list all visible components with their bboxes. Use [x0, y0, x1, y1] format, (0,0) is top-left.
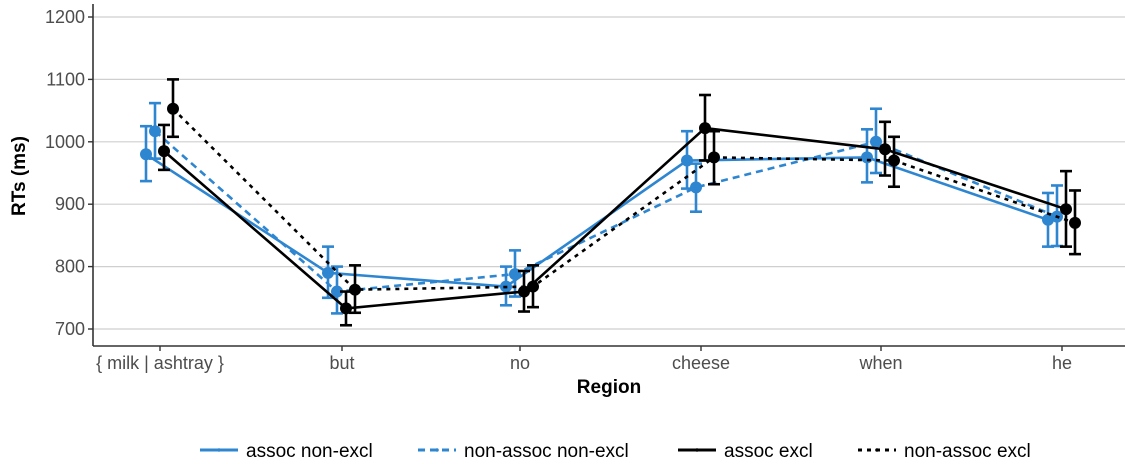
data-point	[527, 280, 539, 293]
legend-swatch-dot	[435, 448, 439, 452]
y-tick-label: 1000	[45, 132, 85, 152]
data-point	[149, 125, 161, 138]
series-line	[163, 126, 1067, 310]
x-tick-label: { milk | ashtray }	[96, 353, 224, 373]
x-axis-title: Region	[577, 377, 641, 398]
legend-item: assoc non-excl	[200, 441, 373, 462]
y-tick-label: 1100	[46, 69, 85, 89]
x-tick-label: but	[329, 353, 354, 373]
data-point	[518, 285, 530, 298]
data-point	[340, 302, 352, 315]
series-layer	[140, 78, 1081, 327]
legend-label: assoc non-excl	[246, 441, 373, 462]
legend-item: non-assoc non-excl	[418, 441, 629, 462]
data-point	[879, 143, 891, 156]
series-non-assoc-non-excl	[149, 101, 1063, 315]
legend-item: non-assoc excl	[858, 441, 1031, 462]
y-axis-title: RTs (ms)	[9, 136, 30, 216]
series-line	[172, 107, 1076, 291]
x-axis-ticks: { milk | ashtray } but no cheese when he	[96, 346, 1072, 373]
legend-label: non-assoc excl	[904, 441, 1031, 462]
legend-swatch-dot	[875, 448, 879, 452]
series-non-assoc-excl	[167, 78, 1081, 315]
series-assoc-non-excl	[140, 124, 1054, 307]
y-tick-label: 900	[55, 194, 85, 214]
series-line	[145, 153, 1049, 288]
data-point	[140, 148, 152, 161]
gridlines	[93, 16, 1125, 330]
x-tick-label: no	[510, 353, 530, 373]
legend-swatch-dot	[695, 448, 699, 452]
data-point	[870, 135, 882, 148]
data-point	[1069, 216, 1081, 229]
data-point	[888, 154, 900, 167]
y-tick-label: 1200	[45, 7, 85, 27]
x-tick-label: he	[1052, 353, 1072, 373]
y-tick-label: 700	[55, 319, 85, 339]
data-point	[331, 285, 343, 298]
legend-label: non-assoc non-excl	[464, 441, 629, 462]
x-tick-label: cheese	[672, 353, 730, 373]
legend-swatch-dot	[217, 448, 221, 452]
data-point	[690, 181, 702, 194]
data-point	[708, 151, 720, 164]
legend-item: assoc excl	[678, 441, 813, 462]
data-point	[322, 266, 334, 279]
y-tick-label: 800	[55, 257, 85, 277]
data-point	[1060, 203, 1072, 216]
data-point	[861, 151, 873, 164]
y-axis-ticks: 700 800 900 1000 1100 1200	[45, 7, 93, 339]
series-line	[154, 130, 1058, 293]
data-point	[158, 145, 170, 158]
data-point	[349, 283, 361, 296]
data-point	[167, 102, 179, 115]
series-assoc-excl	[158, 93, 1072, 327]
legend: assoc non-excl non-assoc non-excl assoc ex…	[200, 441, 1031, 462]
x-tick-label: when	[858, 353, 902, 373]
data-point	[1042, 213, 1054, 226]
legend-label: assoc excl	[724, 441, 813, 462]
